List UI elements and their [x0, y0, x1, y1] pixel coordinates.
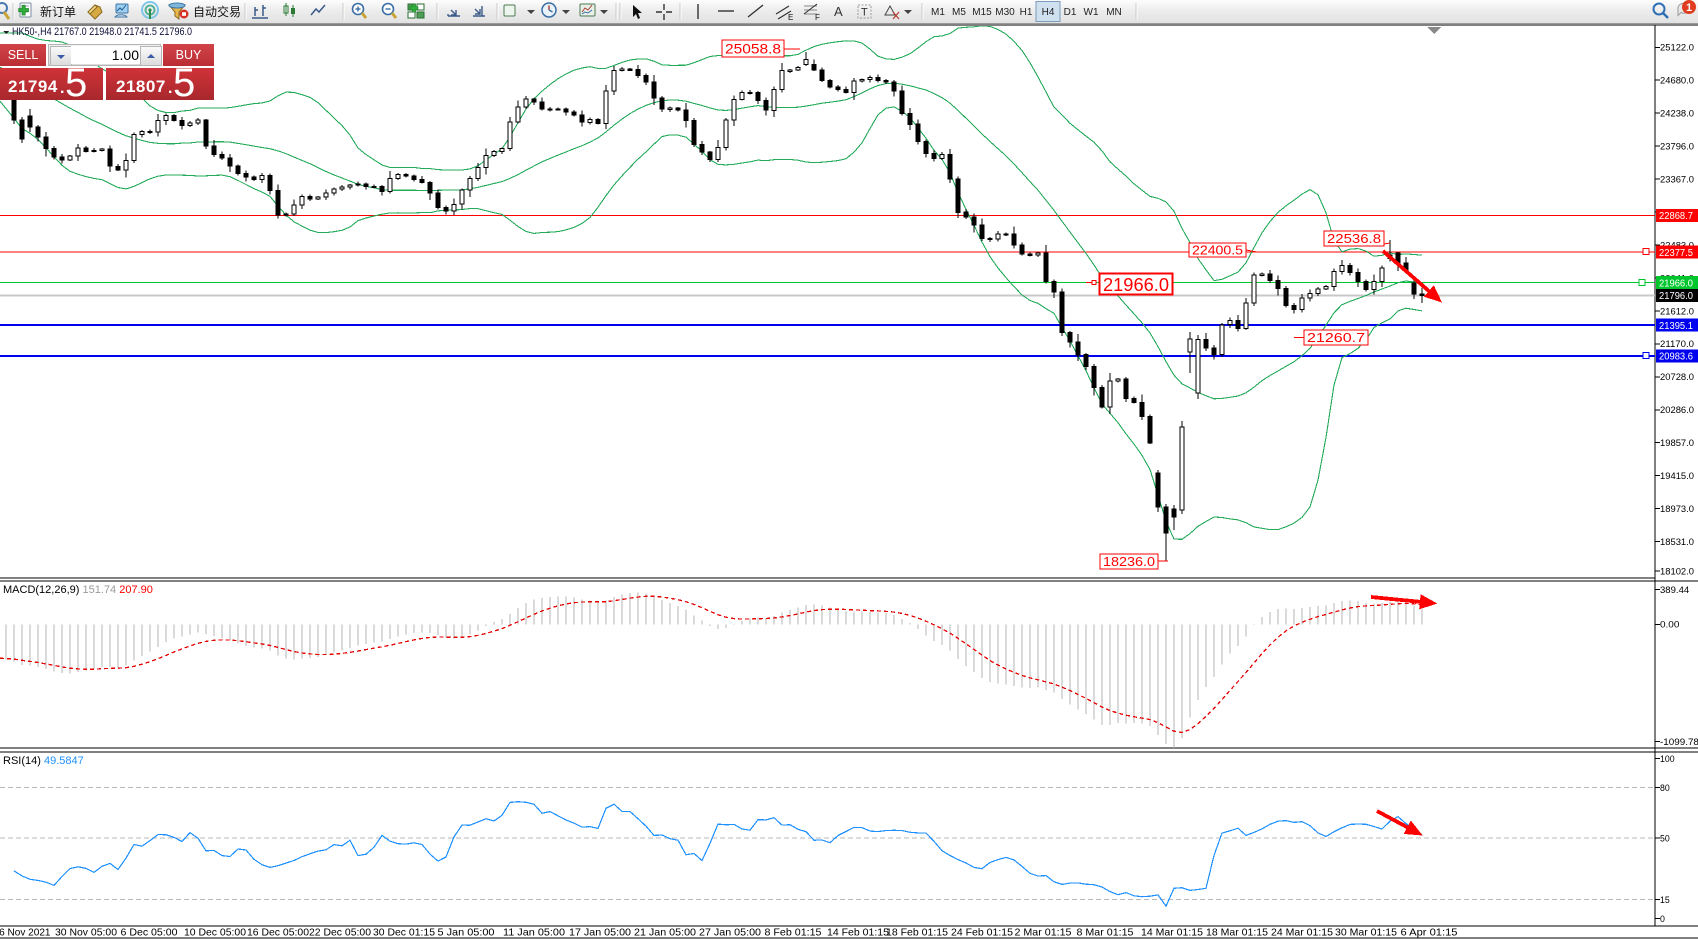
svg-text:21966.0: 21966.0 — [1103, 275, 1169, 295]
svg-text:8 Mar 01:15: 8 Mar 01:15 — [1077, 927, 1134, 939]
svg-text:RSI(14) 49.5847: RSI(14) 49.5847 — [3, 755, 84, 767]
svg-text:25122.0: 25122.0 — [1660, 43, 1694, 54]
svg-text:22868.7: 22868.7 — [1659, 211, 1693, 222]
svg-text:50: 50 — [1660, 833, 1670, 844]
svg-text:21395.1: 21395.1 — [1659, 321, 1693, 332]
svg-text:18102.0: 18102.0 — [1660, 567, 1694, 578]
svg-text:18 Mar 01:15: 18 Mar 01:15 — [1206, 927, 1268, 939]
svg-text:19857.0: 19857.0 — [1660, 438, 1694, 449]
svg-text:1: 1 — [1686, 2, 1692, 14]
svg-text:22400.5: 22400.5 — [1192, 244, 1243, 258]
svg-text:26 Nov 2021: 26 Nov 2021 — [0, 927, 51, 939]
svg-text:25058.8: 25058.8 — [725, 41, 781, 56]
svg-text:M15: M15 — [972, 7, 992, 18]
svg-text:18 Feb 01:15: 18 Feb 01:15 — [886, 927, 948, 939]
svg-text:MN: MN — [1106, 7, 1122, 18]
svg-text:30 Dec 01:15: 30 Dec 01:15 — [373, 927, 435, 939]
svg-text:22536.8: 22536.8 — [1327, 232, 1381, 246]
svg-text:24 Feb 01:15: 24 Feb 01:15 — [951, 927, 1013, 939]
svg-text:新订单: 新订单 — [40, 4, 76, 19]
svg-text:21 Jan 05:00: 21 Jan 05:00 — [634, 927, 696, 939]
svg-text:22377.5: 22377.5 — [1659, 248, 1694, 259]
svg-text:5 Jan 05:00: 5 Jan 05:00 — [438, 927, 495, 939]
svg-text:19415.0: 19415.0 — [1660, 471, 1694, 482]
svg-text:23367.0: 23367.0 — [1660, 175, 1694, 186]
svg-text:17 Jan 05:00: 17 Jan 05:00 — [569, 927, 631, 939]
svg-text:M5: M5 — [952, 7, 966, 18]
svg-text:21260.7: 21260.7 — [1307, 331, 1365, 345]
svg-text:16 Dec 05:00: 16 Dec 05:00 — [247, 927, 309, 939]
svg-text:W1: W1 — [1084, 7, 1099, 18]
svg-text:E: E — [788, 13, 793, 22]
svg-text:389.44: 389.44 — [1660, 585, 1690, 596]
svg-text:27 Jan 05:00: 27 Jan 05:00 — [699, 927, 761, 939]
svg-text:22 Dec 05:00: 22 Dec 05:00 — [309, 927, 371, 939]
svg-text:6 Apr 01:15: 6 Apr 01:15 — [1401, 927, 1458, 939]
svg-text:10 Dec 05:00: 10 Dec 05:00 — [184, 927, 246, 939]
svg-text:11 Jan 05:00: 11 Jan 05:00 — [503, 927, 565, 939]
svg-text:M1: M1 — [931, 7, 945, 18]
svg-text:HK50-,H4 21767.0 21948.0 2174: HK50-,H4 21767.0 21948.0 21741.5 21796.0 — [12, 26, 192, 38]
svg-text:M30: M30 — [995, 7, 1015, 18]
svg-text:-1099.78: -1099.78 — [1660, 737, 1698, 748]
svg-text:30 Mar 01:15: 30 Mar 01:15 — [1335, 927, 1397, 939]
svg-text:H4: H4 — [1042, 7, 1055, 18]
svg-text:20983.6: 20983.6 — [1659, 352, 1694, 363]
svg-text:8 Feb 01:15: 8 Feb 01:15 — [765, 927, 822, 939]
svg-text:14 Mar 01:15: 14 Mar 01:15 — [1141, 927, 1203, 939]
svg-text:18236.0: 18236.0 — [1103, 555, 1155, 569]
svg-text:21170.0: 21170.0 — [1660, 339, 1694, 350]
svg-text:0.00: 0.00 — [1660, 620, 1679, 631]
svg-text:20728.0: 20728.0 — [1660, 372, 1694, 383]
svg-text:24680.0: 24680.0 — [1660, 76, 1694, 87]
svg-text:100: 100 — [1660, 754, 1675, 765]
svg-text:H1: H1 — [1020, 7, 1033, 18]
svg-text:21612.0: 21612.0 — [1660, 306, 1694, 317]
svg-text:F: F — [815, 13, 820, 22]
svg-text:15: 15 — [1660, 895, 1670, 906]
svg-text:21966.0: 21966.0 — [1659, 278, 1694, 289]
svg-text:0: 0 — [1660, 914, 1665, 925]
svg-text:23796.0: 23796.0 — [1660, 142, 1694, 153]
svg-text:A: A — [834, 4, 843, 19]
svg-text:6 Dec 05:00: 6 Dec 05:00 — [121, 927, 178, 939]
svg-text:24 Mar 01:15: 24 Mar 01:15 — [1271, 927, 1333, 939]
svg-text:20286.0: 20286.0 — [1660, 405, 1694, 416]
svg-text:18531.0: 18531.0 — [1660, 537, 1694, 548]
svg-text:2 Mar 01:15: 2 Mar 01:15 — [1015, 927, 1072, 939]
svg-text:T: T — [861, 7, 868, 19]
svg-text:18973.0: 18973.0 — [1660, 504, 1694, 515]
svg-text:MACD(12,26,9) 151.74 207.90: MACD(12,26,9) 151.74 207.90 — [3, 584, 153, 596]
svg-text:14 Feb 01:15: 14 Feb 01:15 — [827, 927, 889, 939]
svg-text:D1: D1 — [1064, 7, 1077, 18]
svg-text:30 Nov 05:00: 30 Nov 05:00 — [55, 927, 117, 939]
svg-text:24238.0: 24238.0 — [1660, 109, 1694, 120]
svg-text:自动交易: 自动交易 — [193, 4, 241, 19]
svg-text:80: 80 — [1660, 783, 1670, 794]
svg-text:21796.0: 21796.0 — [1659, 291, 1694, 302]
